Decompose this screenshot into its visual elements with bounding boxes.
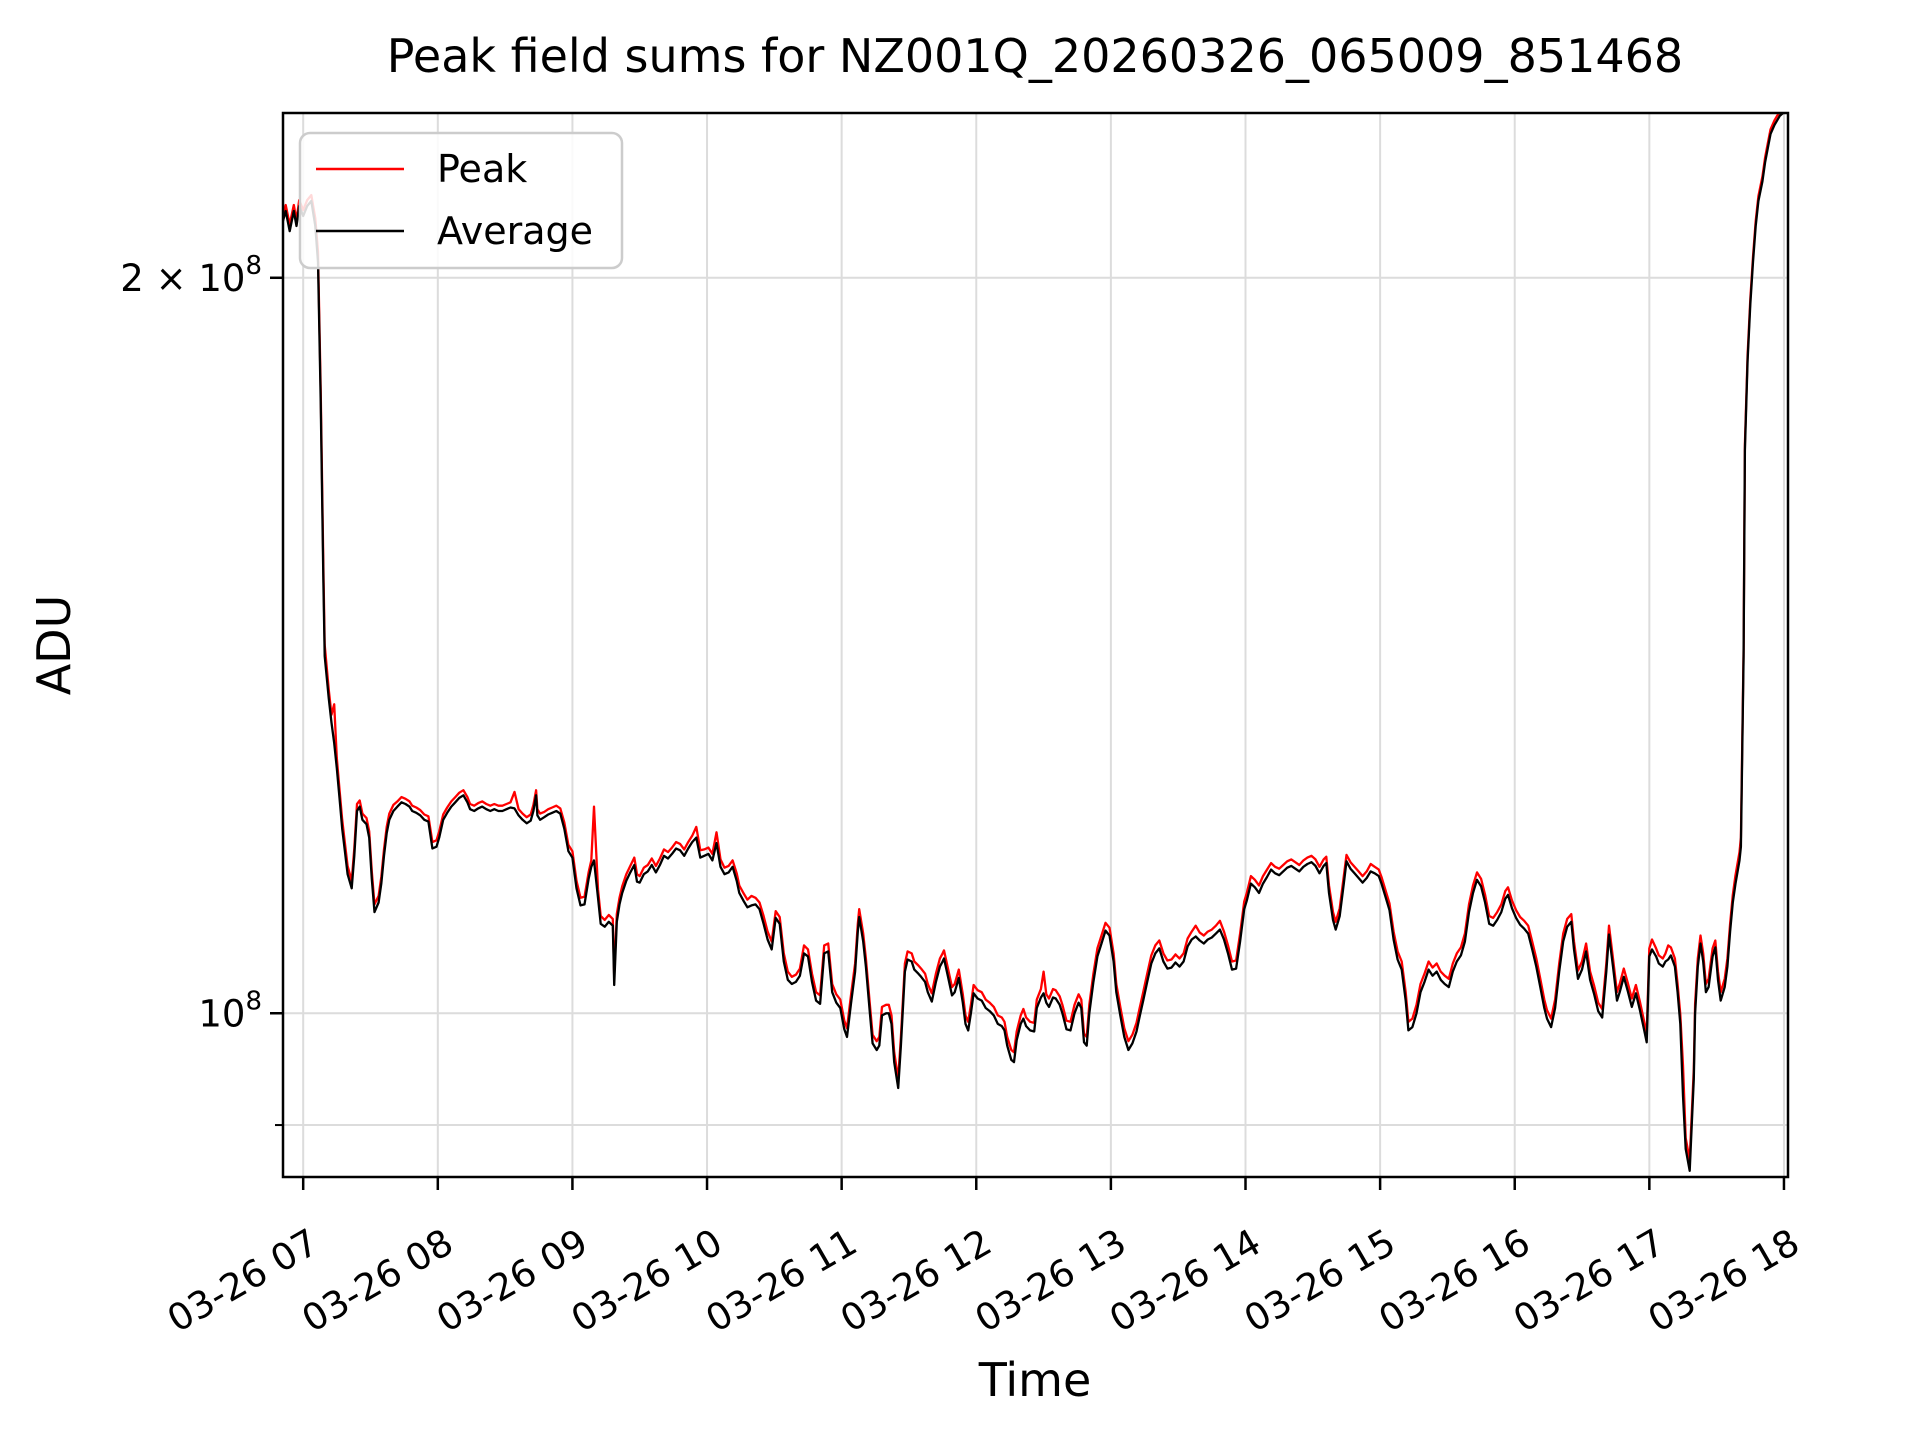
x-tick-label: 03-26 10 bbox=[564, 1221, 730, 1341]
x-tick-label: 03-26 13 bbox=[968, 1221, 1134, 1341]
y-axis-label: ADU bbox=[27, 595, 81, 696]
series-lines bbox=[283, 113, 1785, 1172]
x-tick-label: 03-26 07 bbox=[160, 1221, 326, 1341]
x-tick-label: 03-26 14 bbox=[1102, 1221, 1268, 1341]
legend-label-peak: Peak bbox=[437, 147, 527, 191]
peak-series-line bbox=[283, 113, 1781, 1161]
y-tick-label: 2 × 108 bbox=[120, 251, 262, 300]
x-tick-label: 03-26 08 bbox=[295, 1221, 461, 1341]
x-axis-label: Time bbox=[978, 1353, 1092, 1407]
legend-entry-average: Average bbox=[316, 209, 593, 253]
x-tick-label: 03-26 11 bbox=[699, 1221, 865, 1341]
legend: Peak Average bbox=[298, 131, 624, 270]
chart-title: Peak field sums for NZ001Q_20260326_0650… bbox=[387, 29, 1683, 83]
axis-ticks bbox=[270, 276, 1786, 1190]
x-tick-label: 03-26 12 bbox=[833, 1221, 999, 1341]
x-tick-label: 03-26 15 bbox=[1237, 1221, 1403, 1341]
legend-entry-peak: Peak bbox=[316, 147, 527, 191]
average-series-line bbox=[283, 113, 1785, 1172]
x-tick-label: 03-26 16 bbox=[1372, 1221, 1538, 1341]
x-tick-label: 03-26 09 bbox=[429, 1221, 595, 1341]
x-tick-label: 03-26 17 bbox=[1506, 1221, 1672, 1341]
legend-label-average: Average bbox=[437, 209, 593, 253]
legend-box bbox=[298, 131, 624, 270]
y-tick-label: 108 bbox=[198, 986, 262, 1035]
x-tick-label: 03-26 18 bbox=[1641, 1221, 1807, 1341]
plot-frame bbox=[281, 111, 1790, 1179]
